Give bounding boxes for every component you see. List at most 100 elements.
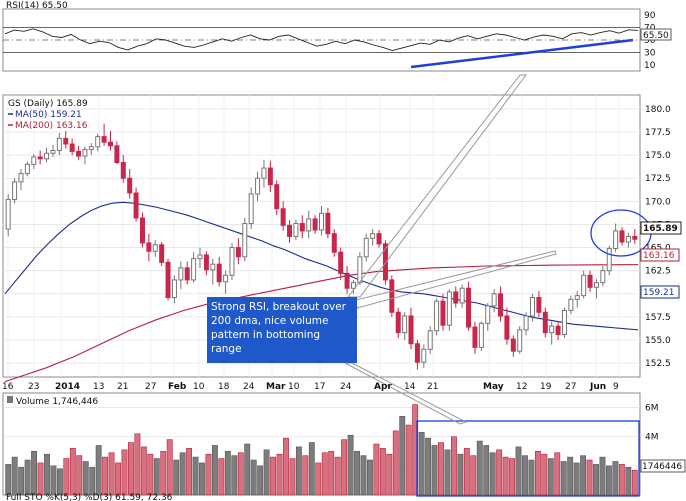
candle-body [242,223,248,258]
candle-body [56,137,62,151]
volume-bar [37,462,44,496]
volume-bar [24,459,31,496]
candle-body [299,223,305,232]
candle-body [478,322,484,348]
volume-bar [463,448,470,496]
candle-body [581,274,587,297]
volume-legend-swatch [7,396,13,403]
volume-bar [547,458,554,496]
price-tick-label: 152.5 [645,359,671,369]
volume-bar [599,456,606,496]
candle-body [491,293,497,307]
candle-body [152,244,158,252]
volume-bar [431,445,438,496]
candle-body [498,293,504,317]
candle-body [37,156,43,160]
volume-bar [373,443,380,496]
volume-bar [560,461,567,496]
volume-bar [444,449,451,496]
rsi-tick-label: 30 [644,48,656,58]
candle-body [101,136,107,143]
x-axis-labels: 16 23 2014 13 21 27 Feb 10 18 24 Mar 10 17 24 Apr 14 21 M… [2,382,619,392]
volume-bar [153,458,160,496]
volume-bar [405,424,412,496]
x-tick-label: 23 [28,382,39,392]
candle-body [31,156,37,165]
candle-body [306,218,312,232]
volume-bar [166,439,173,496]
candle-body [363,237,369,258]
rsi-label: RSI(14) 65.50 [6,1,68,11]
volume-bar [82,461,89,496]
volume-bar [179,452,186,496]
candle-body [350,282,356,289]
candle-body [376,233,382,245]
candle-body [338,251,344,274]
candle-body [382,243,388,281]
volume-bar [147,453,154,496]
stochastic-label: Full STO %K(5,3) %D(3) 61.59, 72.36 [6,493,173,501]
candle-body [5,198,11,230]
candle-body [108,141,113,147]
x-tick-label: 24 [340,382,352,392]
volume-bar [392,430,399,496]
grid-lines [3,27,640,467]
candle-body [120,161,126,179]
ma200-series [4,264,639,383]
volume-bar [31,450,37,496]
volume-tick-label: 4M [645,433,659,443]
candle-body [127,177,133,194]
candle-body [555,325,561,335]
price-tick-label: 170.0 [645,197,671,207]
candle-body [434,300,440,332]
x-tick-label: Jun [589,382,606,392]
x-tick-label: 10 [193,382,205,392]
candle-body [485,305,491,324]
volume-bar [612,461,619,496]
candle-body [235,247,241,258]
volume-bar [276,453,283,496]
candle-body [523,315,529,331]
candle-body [44,152,50,160]
volume-bar [360,455,367,496]
x-tick-label: May [483,382,504,392]
volume-bar [199,462,205,496]
x-tick-label: 21 [117,382,128,392]
candle-body [319,212,324,231]
volume-bar [515,446,522,496]
volume-bar [450,436,457,496]
candle-body [255,177,261,195]
volume-bar [438,442,444,496]
candle-body [274,184,280,210]
annotation-callout: Strong RSI, breakout over 200 dma, nice … [207,297,357,363]
price-title: GS (Daily) 165.89 [8,99,88,109]
volume-bar [140,446,147,496]
volume-bar [121,449,128,496]
x-tick-label: Feb [168,382,187,392]
volume-series [5,404,638,496]
price-tick-label: 177.5 [645,128,671,138]
volume-bar [334,456,341,496]
candle-body [139,217,145,244]
candle-body [95,136,101,148]
volume-bar [509,458,515,496]
x-tick-label: 2014 [55,382,80,392]
candle-body [549,325,555,334]
candle-body [76,150,82,157]
x-tick-label: 24 [243,382,255,392]
volume-bar [134,433,141,496]
volume-bar [63,458,70,496]
candle-body [261,167,267,179]
volume-bar [160,450,167,496]
volume-bar [76,455,83,496]
candle-body [600,270,606,284]
candle-body [561,309,567,335]
volume-tag: 1746446 [642,462,682,472]
volume-bar [211,445,218,496]
candle-body [159,244,165,263]
candle-body [446,291,452,326]
x-tick-label: 13 [93,382,104,392]
volume-bar [289,458,296,496]
volume-bar [586,459,593,496]
